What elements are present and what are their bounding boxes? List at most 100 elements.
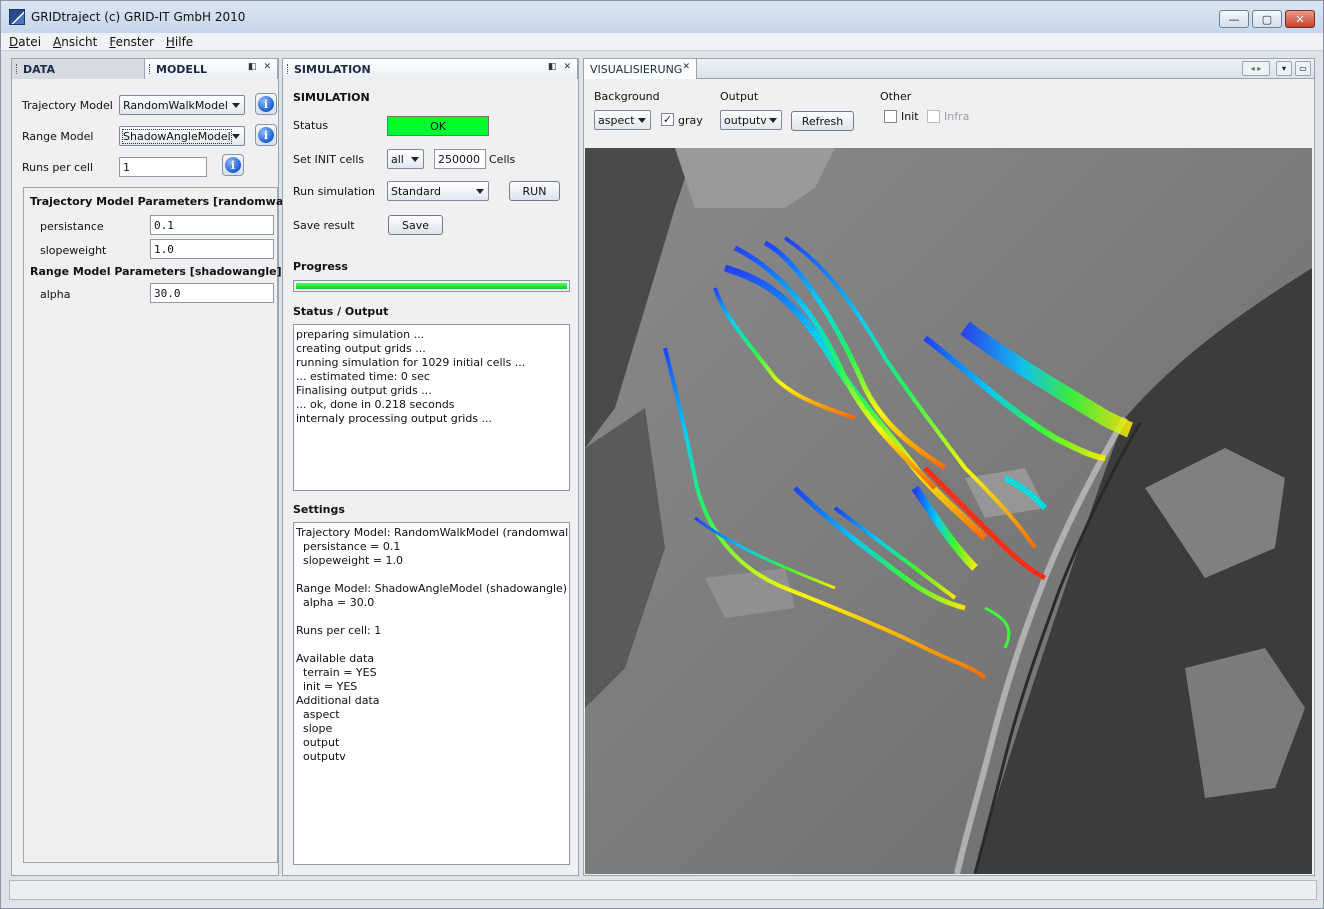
- output-label: Output: [720, 90, 759, 103]
- status-output-textarea[interactable]: preparing simulation ... creating output…: [293, 324, 570, 491]
- maximize-panel-icon[interactable]: ▭: [1295, 61, 1311, 76]
- background-value: aspect: [598, 113, 635, 127]
- parameters-box: Trajectory Model Parameters [randomwalk]…: [23, 187, 299, 863]
- range-model-select[interactable]: ShadowAngleModel: [119, 126, 245, 146]
- trajectory-model-select[interactable]: RandomWalkModel: [119, 95, 245, 115]
- tab-modell-label: MODELL: [156, 62, 207, 76]
- alpha-input[interactable]: 30.0: [150, 283, 274, 303]
- settings-label: Settings: [293, 503, 345, 516]
- trajectory-model-label: Trajectory Model: [22, 99, 113, 112]
- init-cells-value: all: [391, 152, 404, 166]
- tab-list-dropdown-icon[interactable]: ▾: [1276, 61, 1292, 76]
- tab-minimize-close-icon[interactable]: ◧ ✕: [247, 62, 273, 72]
- infra-label: Infra: [944, 110, 970, 123]
- tab-grip-icon: [149, 64, 152, 74]
- tab-grip-icon: [16, 64, 19, 74]
- range-params-title: Range Model Parameters [shadowangle]: [30, 265, 282, 278]
- set-init-label: Set INIT cells: [293, 153, 365, 166]
- tab-visualisierung[interactable]: VISUALISIERUNG ✕: [584, 59, 697, 79]
- menu-fenster[interactable]: Fenster: [109, 34, 154, 49]
- status-bar: [9, 880, 1317, 900]
- menu-datei[interactable]: Datei: [9, 34, 42, 49]
- slopeweight-input[interactable]: 1.0: [150, 239, 274, 259]
- progress-bar: [293, 280, 570, 292]
- status-indicator: OK: [387, 116, 489, 136]
- trajectory-params-title: Trajectory Model Parameters [randomwalk]: [30, 195, 300, 208]
- run-button[interactable]: RUN: [509, 181, 560, 201]
- app-logo-icon: [9, 9, 25, 25]
- output-select[interactable]: outputv: [720, 110, 782, 130]
- simulation-panel: SIMULATION ◧ ✕ SIMULATION Status OK Set …: [282, 58, 579, 876]
- init-label: Init: [901, 110, 919, 123]
- window-title: GRIDtraject (c) GRID-IT GmbH 2010: [31, 10, 246, 24]
- menu-hilfe[interactable]: Hilfe: [165, 34, 194, 49]
- slopeweight-label: slopeweight: [40, 244, 107, 257]
- run-mode-select[interactable]: Standard: [387, 181, 489, 201]
- persistance-input[interactable]: 0.1: [150, 215, 274, 235]
- menu-ansicht[interactable]: Ansicht: [53, 34, 98, 49]
- status-label: Status: [293, 119, 329, 132]
- chevron-down-icon: [476, 189, 484, 194]
- trajectory-info-button[interactable]: i: [255, 93, 277, 115]
- range-model-value: ShadowAngleModel: [122, 128, 232, 144]
- run-mode-value: Standard: [391, 184, 442, 198]
- status-output-label: Status / Output: [293, 305, 389, 318]
- background-select[interactable]: aspect: [594, 110, 651, 130]
- range-info-button[interactable]: i: [255, 124, 277, 146]
- background-label: Background: [594, 90, 660, 103]
- tab-close-icon[interactable]: ✕: [682, 62, 692, 72]
- map-canvas[interactable]: [585, 148, 1312, 874]
- tab-simulation[interactable]: SIMULATION ◧ ✕: [283, 59, 578, 79]
- refresh-button[interactable]: Refresh: [791, 111, 854, 131]
- chevron-down-icon: [232, 103, 240, 108]
- tab-minimize-close-icon[interactable]: ◧ ✕: [547, 62, 573, 72]
- tab-visualisierung-label: VISUALISIERUNG: [590, 62, 683, 76]
- info-icon: i: [258, 127, 274, 143]
- runs-per-cell-label: Runs per cell: [22, 161, 94, 174]
- visualisierung-tabbar: VISUALISIERUNG ✕ ◂ ▸ ▾ ▭: [584, 59, 1314, 79]
- modell-tabbar: DATA MODELL ◧ ✕: [12, 59, 278, 79]
- close-button[interactable]: ✕: [1285, 10, 1315, 28]
- tab-data[interactable]: DATA: [12, 59, 145, 79]
- chevron-down-icon: [769, 118, 777, 123]
- tab-simulation-label: SIMULATION: [294, 62, 371, 76]
- tab-modell[interactable]: MODELL ◧ ✕: [145, 59, 278, 79]
- progress-fill: [296, 283, 567, 289]
- chevron-down-icon: [232, 134, 240, 139]
- tab-grip-icon: [287, 64, 290, 74]
- other-label: Other: [880, 90, 912, 103]
- chevron-down-icon: [638, 118, 646, 123]
- infra-checkbox[interactable]: [927, 110, 940, 123]
- trajectory-model-value: RandomWalkModel: [123, 98, 228, 112]
- settings-textarea[interactable]: Trajectory Model: RandomWalkModel (rando…: [293, 522, 570, 865]
- save-button[interactable]: Save: [388, 215, 443, 235]
- simulation-heading: SIMULATION: [293, 91, 370, 104]
- tab-data-label: DATA: [23, 62, 55, 76]
- minimize-button[interactable]: —: [1219, 10, 1249, 28]
- info-icon: i: [225, 157, 241, 173]
- init-checkbox[interactable]: [884, 110, 897, 123]
- info-icon: i: [258, 96, 274, 112]
- output-value: outputv: [724, 113, 767, 127]
- chevron-down-icon: [411, 157, 419, 162]
- gray-checkbox[interactable]: ✓: [661, 113, 674, 126]
- run-simulation-label: Run simulation: [293, 185, 375, 198]
- alpha-label: alpha: [40, 288, 71, 301]
- title-bar[interactable]: GRIDtraject (c) GRID-IT GmbH 2010 — ▢ ✕: [1, 1, 1323, 33]
- gray-label: gray: [678, 114, 703, 127]
- init-cells-select[interactable]: all: [387, 149, 424, 169]
- init-cells-count-input[interactable]: 250000: [434, 149, 486, 169]
- range-model-label: Range Model: [22, 130, 94, 143]
- simulation-tabbar: SIMULATION ◧ ✕: [283, 59, 578, 79]
- cells-label: Cells: [489, 153, 516, 166]
- progress-label: Progress: [293, 260, 348, 273]
- maximize-button[interactable]: ▢: [1252, 10, 1282, 28]
- terrain-visualization: [585, 148, 1312, 874]
- runs-per-cell-input[interactable]: 1: [119, 157, 207, 177]
- modell-panel: DATA MODELL ◧ ✕ Trajectory Model RandomW…: [11, 58, 299, 876]
- menu-bar: Datei Ansicht Fenster Hilfe: [1, 33, 1323, 51]
- persistance-label: persistance: [40, 220, 104, 233]
- tab-scroll-arrows-icon[interactable]: ◂ ▸: [1242, 61, 1270, 76]
- runs-info-button[interactable]: i: [222, 154, 244, 176]
